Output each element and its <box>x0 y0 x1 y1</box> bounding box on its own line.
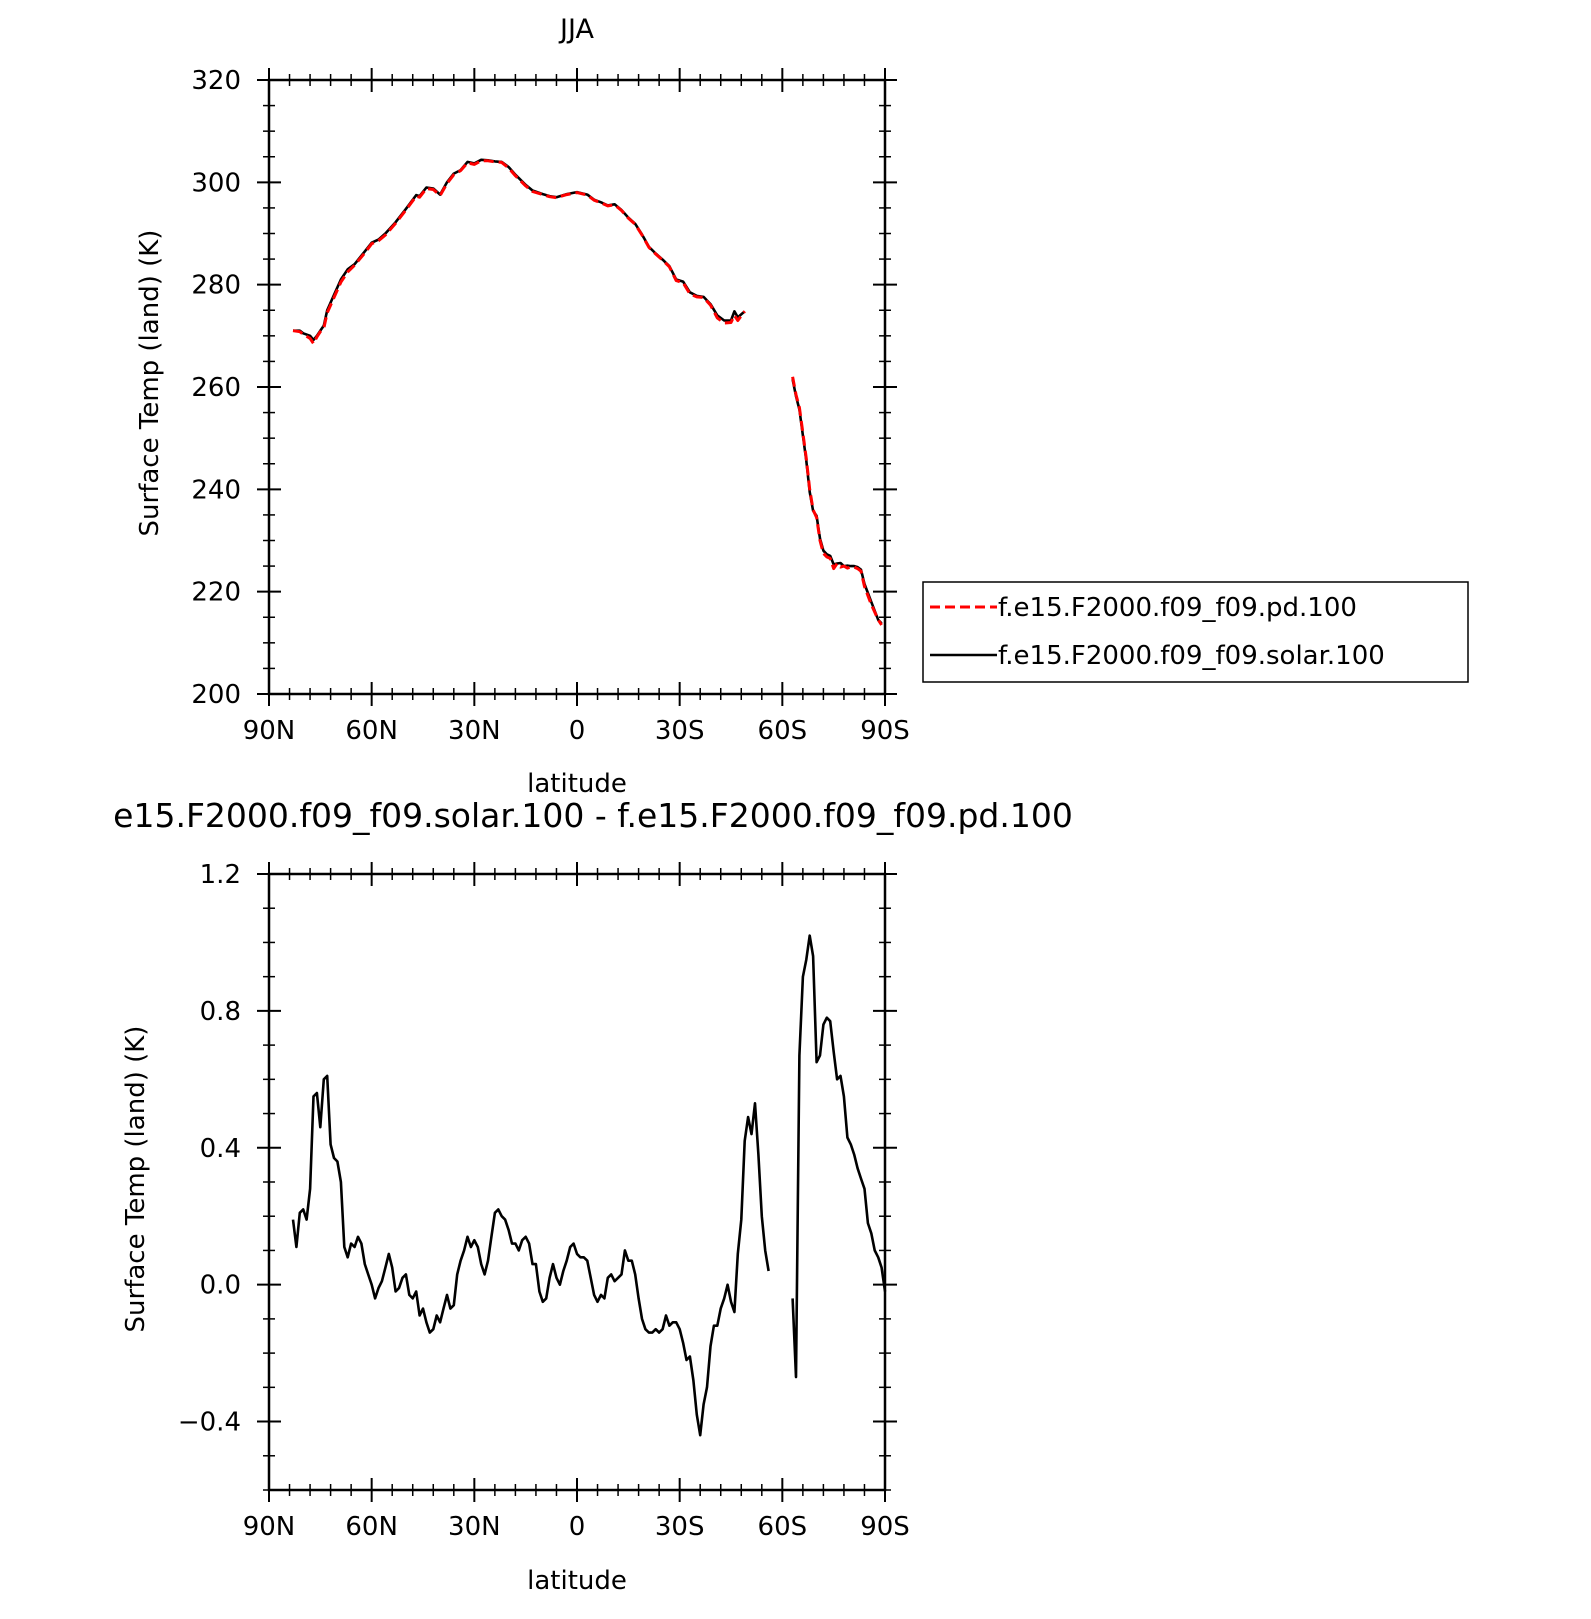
top-x-tick-label: 30S <box>655 716 705 746</box>
bottom-y-tick-label: 0.4 <box>200 1134 241 1164</box>
top-x-tick-label: 60S <box>758 716 808 746</box>
legend-pd-label: f.e15.F2000.f09_f09.pd.100 <box>998 593 1357 623</box>
chart-top-x-axis-label: latitude <box>527 769 627 799</box>
top-y-tick-label: 200 <box>191 680 241 710</box>
bottom-x-tick-label: 0 <box>569 1512 586 1542</box>
bottom-y-tick-label: −0.4 <box>178 1408 241 1438</box>
bottom-x-tick-label: 30S <box>655 1512 705 1542</box>
top-x-tick-label: 90S <box>860 716 910 746</box>
top-y-tick-label: 260 <box>191 373 241 403</box>
bottom-x-tick-label: 90N <box>243 1512 296 1542</box>
top-y-tick-label: 280 <box>191 271 241 301</box>
chart-top-ticks: 90N 60N 30N 0 30S 60S 90S 200 220 240 260 280 300 320 <box>191 66 909 746</box>
top-y-tick-label: 300 <box>191 168 241 198</box>
top-series-line <box>293 158 746 342</box>
chart-bottom-ticks: 90N 60N 30N 0 30S 60S 90S −0.4 0.0 0.4 0.8 1.2 <box>178 860 910 1542</box>
bottom-x-tick-label: 60S <box>758 1512 808 1542</box>
top-series-line <box>791 379 883 625</box>
bottom-x-tick-label: 60N <box>345 1512 398 1542</box>
chart-top-series <box>292 158 883 626</box>
bottom-series-line <box>291 1074 770 1437</box>
legend-solar-label: f.e15.F2000.f09_f09.solar.100 <box>998 641 1385 671</box>
top-y-tick-label: 240 <box>191 475 241 505</box>
bottom-x-tick-label: 90S <box>860 1512 910 1542</box>
top-x-tick-label: 0 <box>569 716 586 746</box>
chart-top-y-axis-label: Surface Temp (land) (K) <box>135 230 165 537</box>
chart-bottom-x-axis-label: latitude <box>527 1566 627 1596</box>
top-x-tick-label: 30N <box>448 716 501 746</box>
chart-bottom: e15.F2000.f09_f09.solar.100 - f.e15.F200… <box>113 796 1073 1596</box>
bottom-x-tick-label: 30N <box>448 1512 501 1542</box>
top-series-line <box>292 159 746 345</box>
bottom-series-line <box>791 934 887 1379</box>
top-y-tick-label: 320 <box>191 66 241 96</box>
chart-bottom-series <box>291 934 887 1437</box>
bottom-y-tick-label: 1.2 <box>200 860 241 890</box>
top-y-tick-label: 220 <box>191 578 241 608</box>
chart-bottom-frame <box>267 872 887 1492</box>
top-series-line <box>791 376 883 626</box>
chart-top-legend: f.e15.F2000.f09_f09.pd.100 f.e15.F2000.f… <box>922 581 1469 683</box>
chart-top-title: JJA <box>558 14 594 45</box>
chart-bottom-y-axis-label: Surface Temp (land) (K) <box>121 1026 151 1333</box>
legend-box <box>922 581 1469 683</box>
chart-bottom-title: e15.F2000.f09_f09.solar.100 - f.e15.F200… <box>113 796 1073 835</box>
chart-top: JJA Surface Temp (land) (K) latitude 90N… <box>135 14 1469 799</box>
chart-top-frame <box>267 78 887 696</box>
top-x-tick-label: 90N <box>243 716 296 746</box>
top-x-tick-label: 60N <box>345 716 398 746</box>
bottom-y-tick-label: 0.8 <box>200 997 241 1027</box>
bottom-y-tick-label: 0.0 <box>200 1271 241 1301</box>
